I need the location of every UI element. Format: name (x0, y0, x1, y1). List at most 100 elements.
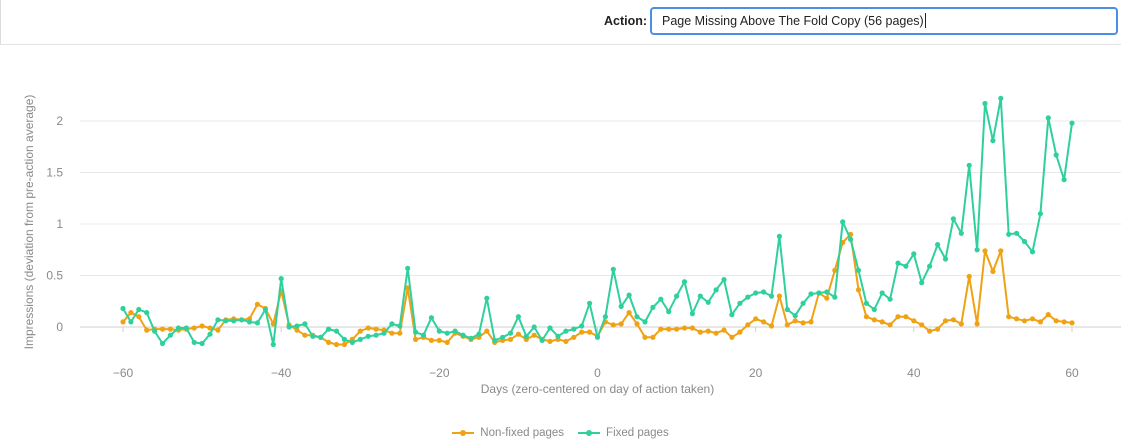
data-point-non-fixed[interactable] (753, 316, 759, 322)
data-point-fixed[interactable] (1021, 238, 1028, 245)
data-point-non-fixed[interactable] (761, 319, 767, 325)
data-point-non-fixed[interactable] (507, 336, 514, 342)
data-point-fixed[interactable] (302, 321, 308, 327)
data-point-non-fixed[interactable] (1037, 319, 1043, 325)
data-point-non-fixed[interactable] (990, 268, 996, 274)
data-point-fixed[interactable] (278, 276, 284, 282)
data-point-fixed[interactable] (571, 326, 577, 332)
data-point-non-fixed[interactable] (745, 322, 751, 328)
data-point-fixed[interactable] (175, 325, 181, 331)
legend-item-non-fixed-pages[interactable]: Non-fixed pages (452, 427, 564, 439)
data-point-non-fixed[interactable] (705, 328, 711, 334)
data-point-non-fixed[interactable] (935, 326, 941, 332)
data-point-non-fixed[interactable] (1053, 318, 1059, 324)
data-point-fixed[interactable] (721, 277, 727, 283)
data-point-fixed[interactable] (515, 314, 522, 320)
data-point-non-fixed[interactable] (642, 334, 648, 340)
data-point-fixed[interactable] (523, 333, 529, 339)
data-point-non-fixed[interactable] (887, 322, 893, 328)
data-point-non-fixed[interactable] (120, 319, 126, 325)
data-point-non-fixed[interactable] (966, 273, 972, 280)
data-point-non-fixed[interactable] (326, 339, 332, 345)
data-point-fixed[interactable] (500, 334, 506, 340)
data-point-fixed[interactable] (642, 319, 648, 325)
data-point-non-fixed[interactable] (721, 327, 727, 333)
data-point-non-fixed[interactable] (199, 323, 205, 329)
data-point-fixed[interactable] (294, 323, 300, 329)
data-point-non-fixed[interactable] (389, 330, 395, 336)
data-point-non-fixed[interactable] (681, 325, 688, 331)
data-point-fixed[interactable] (270, 341, 276, 348)
data-point-non-fixed[interactable] (737, 329, 743, 335)
data-point-fixed[interactable] (753, 290, 759, 296)
data-point-non-fixed[interactable] (547, 338, 553, 344)
data-point-fixed[interactable] (563, 328, 569, 334)
data-point-non-fixed[interactable] (207, 325, 213, 331)
data-point-fixed[interactable] (935, 242, 941, 248)
data-point-non-fixed[interactable] (294, 327, 300, 333)
data-point-fixed[interactable] (966, 162, 972, 168)
data-point-fixed[interactable] (848, 236, 854, 242)
data-point-fixed[interactable] (246, 319, 253, 325)
data-point-non-fixed[interactable] (658, 326, 664, 332)
data-point-non-fixed[interactable] (136, 314, 142, 320)
data-point-fixed[interactable] (539, 337, 545, 343)
data-point-non-fixed[interactable] (958, 321, 964, 327)
data-point-fixed[interactable] (634, 314, 640, 320)
data-point-fixed[interactable] (389, 321, 395, 327)
data-point-non-fixed[interactable] (784, 322, 790, 328)
data-point-fixed[interactable] (737, 300, 743, 306)
data-point-fixed[interactable] (674, 293, 680, 299)
data-point-fixed[interactable] (658, 296, 664, 302)
data-point-non-fixed[interactable] (713, 330, 719, 336)
data-point-fixed[interactable] (428, 315, 434, 321)
data-point-fixed[interactable] (579, 323, 585, 329)
data-point-non-fixed[interactable] (927, 328, 933, 334)
data-point-fixed[interactable] (215, 317, 221, 323)
data-point-non-fixed[interactable] (413, 336, 419, 342)
data-point-fixed[interactable] (974, 247, 980, 253)
data-point-non-fixed[interactable] (666, 326, 672, 332)
data-point-fixed[interactable] (689, 311, 696, 317)
data-point-non-fixed[interactable] (373, 326, 379, 332)
data-point-non-fixed[interactable] (428, 337, 434, 343)
data-point-fixed[interactable] (990, 138, 996, 144)
data-point-non-fixed[interactable] (689, 325, 696, 331)
data-point-non-fixed[interactable] (982, 248, 988, 254)
data-point-non-fixed[interactable] (270, 321, 276, 327)
data-point-fixed[interactable] (1006, 231, 1012, 237)
data-point-fixed[interactable] (1053, 152, 1059, 158)
data-point-fixed[interactable] (895, 260, 901, 266)
data-point-non-fixed[interactable] (1021, 318, 1028, 324)
data-point-fixed[interactable] (531, 324, 537, 330)
data-point-fixed[interactable] (1029, 249, 1036, 255)
data-point-non-fixed[interactable] (365, 325, 371, 331)
data-point-fixed[interactable] (982, 100, 988, 107)
data-point-non-fixed[interactable] (610, 322, 616, 328)
data-point-fixed[interactable] (1061, 177, 1067, 183)
data-point-non-fixed[interactable] (855, 287, 862, 293)
data-point-non-fixed[interactable] (911, 318, 917, 324)
data-point-non-fixed[interactable] (800, 320, 806, 326)
data-point-non-fixed[interactable] (824, 295, 830, 301)
data-point-fixed[interactable] (231, 318, 237, 324)
data-point-fixed[interactable] (887, 296, 893, 302)
data-point-non-fixed[interactable] (215, 327, 221, 333)
data-point-fixed[interactable] (207, 331, 213, 337)
data-point-fixed[interactable] (444, 330, 450, 336)
data-point-non-fixed[interactable] (563, 338, 569, 344)
data-point-non-fixed[interactable] (674, 326, 680, 332)
data-point-fixed[interactable] (776, 233, 783, 239)
data-point-fixed[interactable] (326, 326, 332, 332)
data-point-non-fixed[interactable] (895, 314, 901, 320)
data-point-fixed[interactable] (239, 317, 245, 323)
data-point-fixed[interactable] (318, 334, 324, 340)
data-point-fixed[interactable] (626, 292, 632, 298)
data-point-fixed[interactable] (808, 291, 814, 297)
data-point-fixed[interactable] (942, 256, 949, 262)
data-point-non-fixed[interactable] (159, 326, 166, 332)
data-point-fixed[interactable] (310, 333, 316, 339)
data-point-non-fixed[interactable] (1006, 314, 1012, 320)
data-point-fixed[interactable] (800, 300, 806, 306)
data-point-non-fixed[interactable] (974, 321, 980, 327)
